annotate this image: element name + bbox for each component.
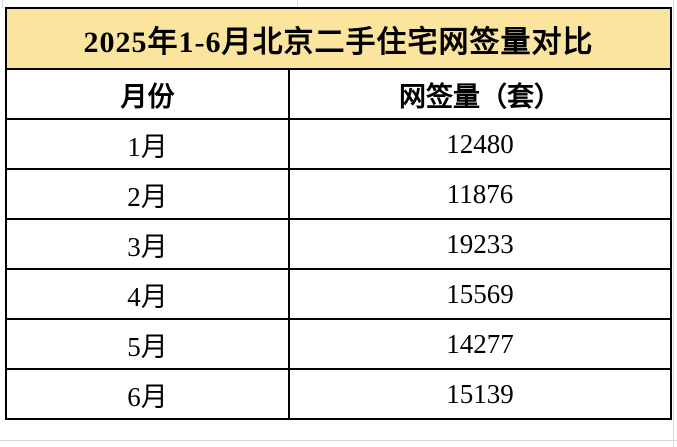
month-cell[interactable]: 4月 xyxy=(5,268,290,320)
month-cell[interactable]: 6月 xyxy=(5,368,290,420)
table-row: 3月 19233 xyxy=(5,218,672,270)
title-row: 2025年1-6月北京二手住宅网签量对比 xyxy=(5,7,672,70)
column-header-volume[interactable]: 网签量（套） xyxy=(288,68,672,120)
spreadsheet-gridline-top-left xyxy=(2,0,3,8)
column-header-month[interactable]: 月份 xyxy=(5,68,290,120)
signing-volume-table: 2025年1-6月北京二手住宅网签量对比 月份 网签量（套） 1月 12480 … xyxy=(5,7,672,420)
table-row: 4月 15569 xyxy=(5,268,672,320)
volume-cell[interactable]: 11876 xyxy=(288,168,672,220)
month-cell[interactable]: 5月 xyxy=(5,318,290,370)
spreadsheet-gridline-horizontal xyxy=(0,440,677,441)
volume-cell[interactable]: 15569 xyxy=(288,268,672,320)
spreadsheet-gridline-vertical xyxy=(673,0,674,447)
month-cell[interactable]: 3月 xyxy=(5,218,290,270)
volume-cell[interactable]: 19233 xyxy=(288,218,672,270)
header-row: 月份 网签量（套） xyxy=(5,68,672,120)
table-row: 5月 14277 xyxy=(5,318,672,370)
table-row: 6月 15139 xyxy=(5,368,672,420)
month-cell[interactable]: 1月 xyxy=(5,118,290,170)
table-title[interactable]: 2025年1-6月北京二手住宅网签量对比 xyxy=(5,7,672,70)
volume-cell[interactable]: 14277 xyxy=(288,318,672,370)
table-row: 2月 11876 xyxy=(5,168,672,220)
month-cell[interactable]: 2月 xyxy=(5,168,290,220)
table-row: 1月 12480 xyxy=(5,118,672,170)
volume-cell[interactable]: 12480 xyxy=(288,118,672,170)
spreadsheet-gridline-top-mid xyxy=(297,0,298,8)
volume-cell[interactable]: 15139 xyxy=(288,368,672,420)
